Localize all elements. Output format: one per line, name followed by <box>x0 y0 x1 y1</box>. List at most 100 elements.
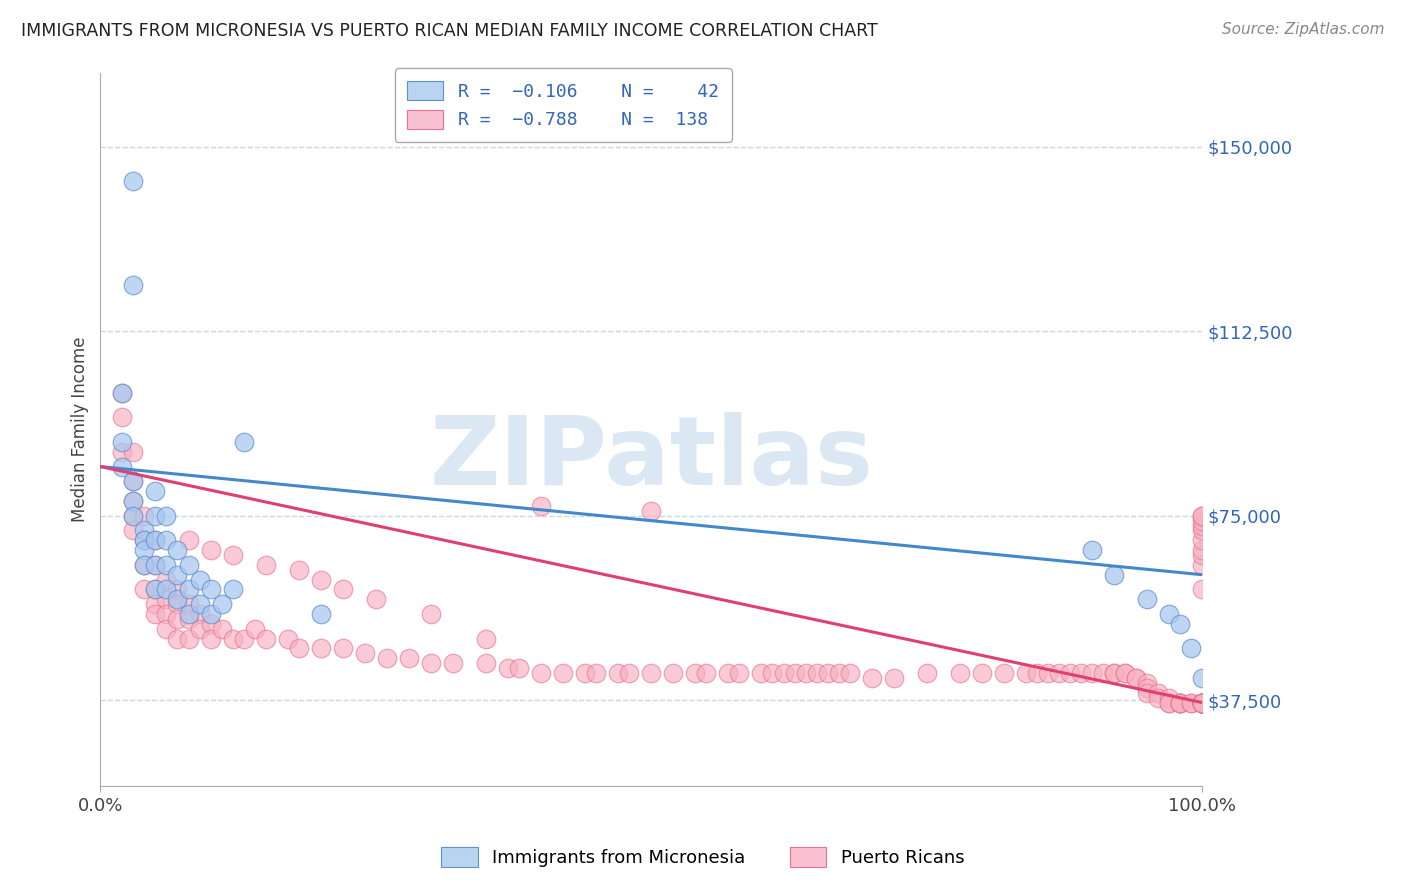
Point <box>145 508 167 523</box>
Point <box>134 558 156 572</box>
Point <box>277 632 299 646</box>
Point <box>166 567 188 582</box>
Point <box>1191 524 1213 538</box>
Point <box>155 582 177 597</box>
Point <box>287 641 309 656</box>
Point <box>640 666 662 681</box>
Point <box>574 666 596 681</box>
Point <box>145 484 167 499</box>
Point <box>419 607 441 621</box>
Point <box>1191 696 1213 710</box>
Point <box>188 607 211 621</box>
Point <box>177 558 200 572</box>
Point <box>309 641 332 656</box>
Point <box>1191 696 1213 710</box>
Point <box>1159 696 1181 710</box>
Point <box>309 607 332 621</box>
Point <box>553 666 575 681</box>
Point <box>419 657 441 671</box>
Y-axis label: Median Family Income: Median Family Income <box>72 337 89 523</box>
Point <box>1191 671 1213 685</box>
Point <box>155 607 177 621</box>
Point <box>122 494 145 508</box>
Point <box>111 445 134 459</box>
Point <box>1168 696 1191 710</box>
Point <box>134 524 156 538</box>
Point <box>1191 696 1213 710</box>
Point <box>188 622 211 636</box>
Point <box>166 597 188 611</box>
Point <box>332 582 354 597</box>
Point <box>1147 686 1170 700</box>
Point <box>309 573 332 587</box>
Point <box>640 504 662 518</box>
Point <box>134 543 156 558</box>
Point <box>134 558 156 572</box>
Point <box>1191 696 1213 710</box>
Point <box>111 434 134 449</box>
Point <box>177 582 200 597</box>
Point <box>1102 666 1125 681</box>
Point <box>1070 666 1092 681</box>
Point <box>111 385 134 400</box>
Point <box>145 533 167 548</box>
Point <box>134 508 156 523</box>
Point <box>1180 641 1202 656</box>
Point <box>155 592 177 607</box>
Point <box>827 666 849 681</box>
Point <box>1191 548 1213 562</box>
Point <box>166 592 188 607</box>
Point <box>1191 696 1213 710</box>
Text: IMMIGRANTS FROM MICRONESIA VS PUERTO RICAN MEDIAN FAMILY INCOME CORRELATION CHAR: IMMIGRANTS FROM MICRONESIA VS PUERTO RIC… <box>21 22 877 40</box>
Point <box>751 666 773 681</box>
Point <box>662 666 685 681</box>
Point <box>1191 543 1213 558</box>
Point <box>166 582 188 597</box>
Point <box>1191 696 1213 710</box>
Point <box>1191 696 1213 710</box>
Point <box>949 666 972 681</box>
Point <box>783 666 806 681</box>
Point <box>122 445 145 459</box>
Point <box>1081 543 1104 558</box>
Point <box>1180 696 1202 710</box>
Point <box>1036 666 1059 681</box>
Point <box>441 657 464 671</box>
Point <box>860 671 883 685</box>
Point <box>243 622 266 636</box>
Point <box>155 558 177 572</box>
Point <box>254 632 277 646</box>
Point <box>530 499 553 513</box>
Point <box>145 607 167 621</box>
Point <box>1136 592 1159 607</box>
Point <box>1159 607 1181 621</box>
Point <box>1191 582 1213 597</box>
Point <box>717 666 740 681</box>
Point <box>111 410 134 425</box>
Point <box>177 612 200 626</box>
Point <box>1059 666 1081 681</box>
Point <box>155 533 177 548</box>
Point <box>211 597 233 611</box>
Point <box>1136 681 1159 695</box>
Point <box>1081 666 1104 681</box>
Point <box>122 508 145 523</box>
Point <box>1102 567 1125 582</box>
Point <box>970 666 993 681</box>
Point <box>475 657 498 671</box>
Point <box>695 666 717 681</box>
Point <box>200 543 222 558</box>
Point <box>122 524 145 538</box>
Point <box>200 616 222 631</box>
Point <box>1191 518 1213 533</box>
Point <box>1125 671 1147 685</box>
Point <box>145 582 167 597</box>
Point <box>817 666 839 681</box>
Point <box>530 666 553 681</box>
Point <box>806 666 828 681</box>
Point <box>1026 666 1049 681</box>
Point <box>166 543 188 558</box>
Point <box>145 558 167 572</box>
Point <box>200 632 222 646</box>
Point <box>1191 696 1213 710</box>
